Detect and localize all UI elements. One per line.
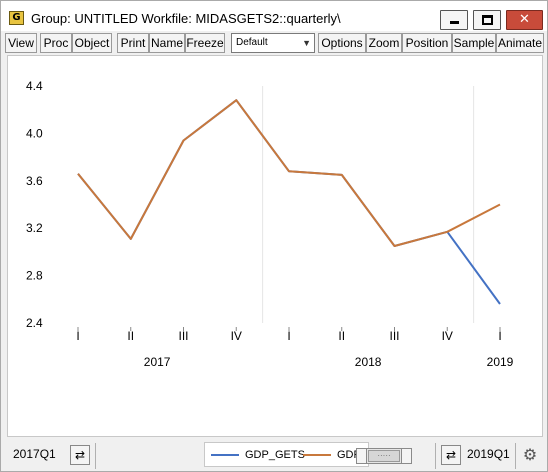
swap-arrows-icon: ⇄: [74, 448, 86, 462]
chart-area[interactable]: 4.4 4.0 3.6 3.2 2.8 2.4 I II III IV I II III IV I 2017 2…: [7, 55, 543, 467]
chevron-down-icon: ▼: [302, 38, 311, 48]
minimize-button[interactable]: [440, 10, 468, 30]
legend-swatch-gdpgr: [303, 454, 331, 456]
view-button[interactable]: View: [5, 33, 37, 53]
x-tick-label: I: [498, 329, 501, 343]
year-label: 2018: [355, 355, 382, 369]
gear-icon[interactable]: ⚙: [522, 445, 538, 464]
close-button[interactable]: ✕: [506, 10, 543, 30]
x-tick-label: I: [287, 329, 290, 343]
y-tick-label: 2.8: [26, 269, 43, 283]
template-select[interactable]: Default ▼: [231, 33, 315, 53]
toolbar: View Proc Object Print Name Freeze Defau…: [5, 33, 547, 54]
legend-label-gdp-gets: GDP_GETS: [245, 449, 305, 461]
minimize-icon: [450, 21, 459, 24]
maximize-icon: [482, 15, 493, 25]
maximize-button[interactable]: [473, 10, 501, 30]
window-title: Group: UNTITLED Workfile: MIDASGETS2::qu…: [31, 11, 341, 26]
sample-end-label: 2019Q1: [467, 447, 510, 461]
swap-end-button[interactable]: ⇄: [441, 445, 461, 465]
y-tick-label: 3.2: [26, 221, 43, 235]
group-app-icon: G: [9, 11, 24, 25]
options-button[interactable]: Options: [318, 33, 366, 53]
print-button[interactable]: Print: [117, 33, 149, 53]
x-tick-label: I: [76, 329, 79, 343]
template-select-value: Default: [236, 37, 268, 48]
proc-button[interactable]: Proc: [40, 33, 72, 53]
swap-start-button[interactable]: ⇄: [70, 445, 90, 465]
zoom-button[interactable]: Zoom: [366, 33, 402, 53]
sample-scrollbar[interactable]: ·····: [356, 448, 412, 464]
chart-legend: GDP_GETS GDPGR: [204, 442, 377, 467]
y-tick-label: 4.0: [26, 126, 43, 140]
scroll-right-button[interactable]: [401, 449, 411, 463]
x-tick-label: IV: [442, 329, 453, 343]
title-bar[interactable]: G Group: UNTITLED Workfile: MIDASGETS2::…: [1, 1, 547, 31]
year-label: 2019: [487, 355, 514, 369]
y-tick-label: 2.4: [26, 316, 43, 330]
y-tick-label: 3.6: [26, 174, 43, 188]
swap-arrows-icon: ⇄: [445, 448, 457, 462]
series-line-gdpgr: [77, 99, 501, 247]
series-line-gdp-gets: [77, 99, 501, 305]
sample-start-label: 2017Q1: [13, 447, 56, 461]
year-label: 2017: [144, 355, 171, 369]
scroll-left-button[interactable]: [357, 449, 367, 463]
divider: [435, 443, 436, 469]
status-bar: 2017Q1 ⇄ ····· ⇄ 2019Q1 ⚙: [1, 441, 547, 471]
position-button[interactable]: Position: [402, 33, 452, 53]
object-button[interactable]: Object: [72, 33, 112, 53]
y-tick-label: 4.4: [26, 79, 43, 93]
divider: [515, 443, 516, 469]
legend-item-gdp-gets: GDP_GETS: [211, 447, 305, 463]
freeze-button[interactable]: Freeze: [185, 33, 225, 53]
x-tick-label: II: [127, 329, 134, 343]
x-tick-label: IV: [231, 329, 242, 343]
scroll-thumb[interactable]: ·····: [368, 450, 400, 462]
x-tick-label: III: [178, 329, 188, 343]
animate-button[interactable]: Animate: [496, 33, 544, 53]
name-button[interactable]: Name: [149, 33, 185, 53]
divider: [95, 443, 96, 469]
x-tick-label: II: [338, 329, 345, 343]
close-icon: ✕: [519, 12, 530, 27]
sample-button[interactable]: Sample: [452, 33, 496, 53]
x-tick-label: III: [389, 329, 399, 343]
legend-swatch-gdp-gets: [211, 454, 239, 456]
